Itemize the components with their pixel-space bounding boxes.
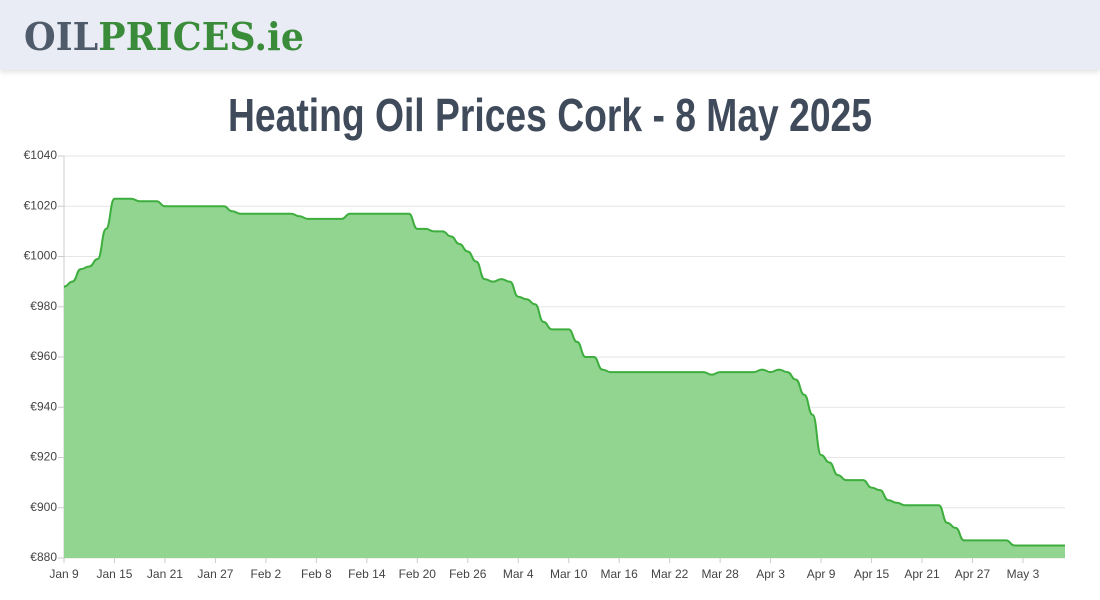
x-tick-label: Jan 27 [197, 567, 233, 581]
x-tick-label: Apr 21 [904, 567, 940, 581]
x-tick-label: Feb 26 [449, 567, 487, 581]
x-tick-label: Apr 3 [756, 567, 785, 581]
chart-title: Heating Oil Prices Cork - 8 May 2025 [228, 89, 872, 141]
x-tick-label: Feb 20 [399, 567, 437, 581]
x-tick-label: Jan 21 [147, 567, 183, 581]
x-tick-label: May 3 [1007, 567, 1040, 581]
x-tick-label: Jan 15 [96, 567, 132, 581]
y-tick-label: €940 [30, 399, 57, 413]
x-tick-label: Apr 27 [955, 567, 991, 581]
logo[interactable]: OILPRICES.ie [24, 14, 304, 59]
x-tick-label: Mar 28 [701, 567, 739, 581]
logo-part: OIL [24, 14, 98, 59]
header-bar [0, 0, 1100, 70]
x-tick-label: Mar 16 [600, 567, 638, 581]
logo-part: PRICES.ie [98, 14, 304, 59]
y-tick-label: €880 [30, 550, 57, 564]
x-tick-label: Feb 14 [348, 567, 386, 581]
x-tick-label: Feb 8 [301, 567, 332, 581]
y-tick-label: €1000 [24, 249, 58, 263]
y-tick-label: €1020 [24, 198, 58, 212]
x-tick-label: Feb 2 [251, 567, 282, 581]
y-tick-label: €920 [30, 450, 57, 464]
x-tick-label: Mar 10 [550, 567, 588, 581]
line [63, 197, 1065, 547]
y-tick-label: €1040 [24, 148, 58, 162]
y-tick-label: €980 [30, 299, 57, 313]
y-tick-label: €960 [30, 349, 57, 363]
x-tick-label: Apr 15 [854, 567, 890, 581]
area [64, 198, 1065, 558]
x-tick-label: Mar 22 [651, 567, 689, 581]
x-tick-label: Mar 4 [503, 567, 534, 581]
y-tick-label: €900 [30, 500, 57, 514]
x-tick-label: Jan 9 [49, 567, 79, 581]
x-tick-label: Apr 9 [807, 567, 836, 581]
